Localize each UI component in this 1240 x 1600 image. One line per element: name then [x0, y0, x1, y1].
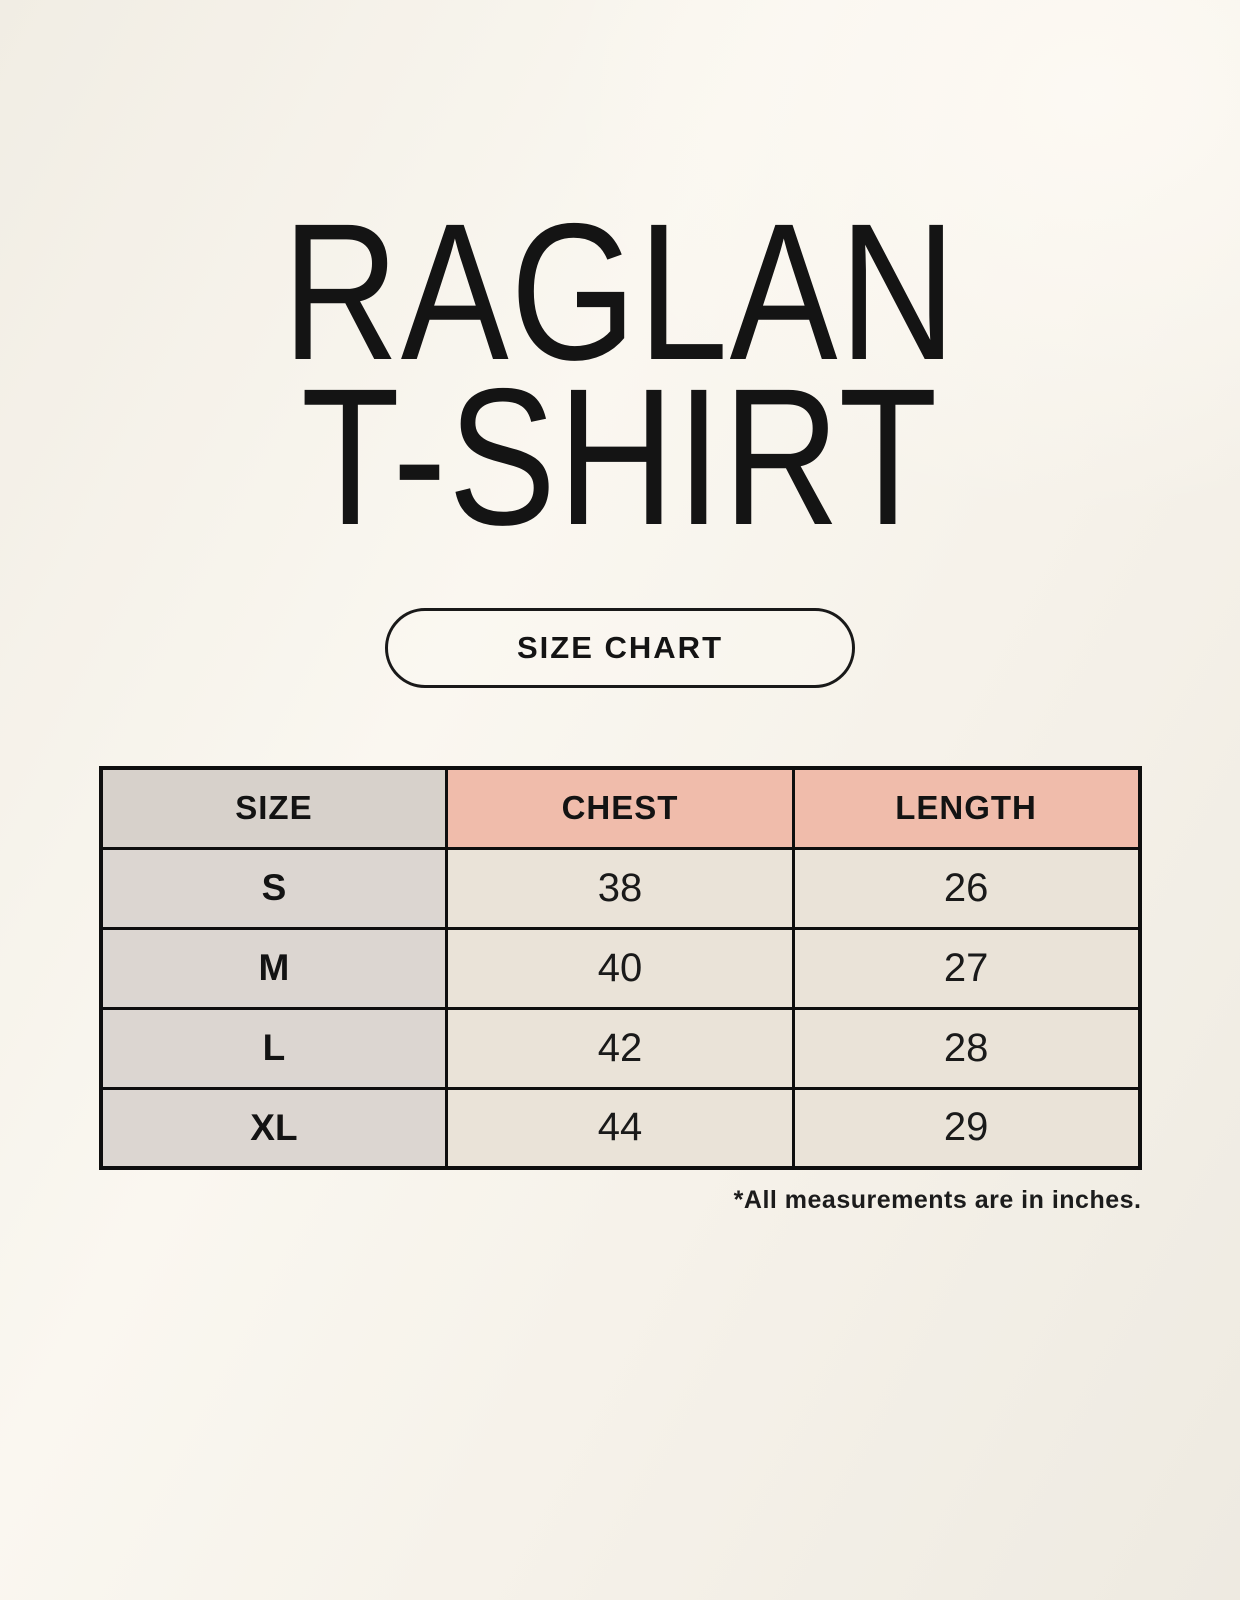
- header-cell-length: LENGTH: [791, 766, 1142, 850]
- size-chart-button[interactable]: SIZE CHART: [385, 608, 855, 688]
- table-row: S 38 26: [98, 846, 1142, 930]
- row-l-chest: 42: [445, 1006, 795, 1090]
- row-m-length: 27: [791, 926, 1142, 1010]
- row-l-size: L: [98, 1006, 449, 1090]
- table-row: XL 44 29: [98, 1086, 1142, 1170]
- measurements-footnote: *All measurements are in inches.: [733, 1186, 1142, 1214]
- table-row: L 42 28: [98, 1006, 1142, 1090]
- table-header-row: SIZE CHEST LENGTH: [98, 766, 1142, 850]
- size-table-container: SIZE CHEST LENGTH S 38 26 M 40 27 L: [98, 766, 1142, 1170]
- size-table: SIZE CHEST LENGTH S 38 26 M 40 27 L: [98, 766, 1142, 1170]
- header-cell-chest: CHEST: [445, 766, 795, 850]
- row-m-size: M: [98, 926, 449, 1010]
- title-line-1: RAGLAN: [282, 183, 958, 401]
- row-xl-size: XL: [98, 1086, 449, 1170]
- row-m-chest: 40: [445, 926, 795, 1010]
- header-cell-size: SIZE: [98, 766, 449, 850]
- row-s-length: 26: [791, 846, 1142, 930]
- row-s-size: S: [98, 846, 449, 930]
- row-l-length: 28: [791, 1006, 1142, 1090]
- size-chart-button-label: SIZE CHART: [517, 630, 723, 665]
- row-s-chest: 38: [445, 846, 795, 930]
- page-title: RAGLAN T-SHIRT: [0, 0, 1240, 566]
- row-xl-chest: 44: [445, 1086, 795, 1170]
- title-line-2: T-SHIRT: [300, 348, 940, 566]
- table-row: M 40 27: [98, 926, 1142, 1010]
- row-xl-length: 29: [791, 1086, 1142, 1170]
